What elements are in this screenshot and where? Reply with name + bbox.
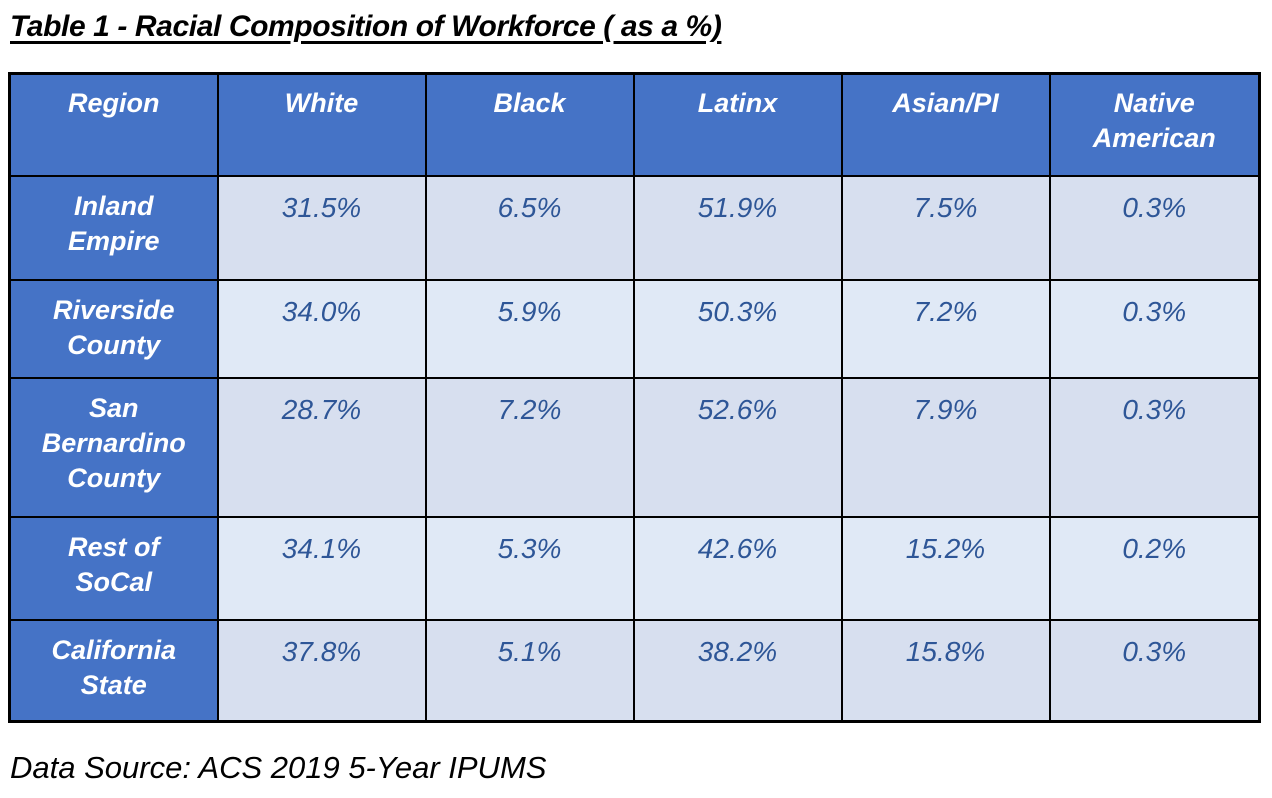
- cell-value: 0.3%: [1048, 618, 1261, 723]
- cell-value: 5.3%: [424, 515, 635, 621]
- cell-value: 34.0%: [216, 278, 427, 379]
- row-header-san-bernardino-county: San Bernardino County: [8, 376, 219, 518]
- cell-value: 7.5%: [840, 174, 1051, 281]
- row-header-inland-empire: Inland Empire: [8, 174, 219, 281]
- table-row-inland-empire: Inland Empire 31.5% 6.5% 51.9% 7.5% 0.3%: [8, 174, 1261, 281]
- cell-value: 0.3%: [1048, 278, 1261, 379]
- table-row-riverside-county: Riverside County 34.0% 5.9% 50.3% 7.2% 0…: [8, 278, 1261, 379]
- cell-value: 34.1%: [216, 515, 427, 621]
- data-source-note: Data Source: ACS 2019 5-Year IPUMS: [10, 750, 547, 785]
- cell-value: 5.1%: [424, 618, 635, 723]
- cell-value: 28.7%: [216, 376, 427, 518]
- racial-composition-table: Region White Black Latinx Asian/PI Nativ…: [8, 72, 1261, 723]
- table-row-san-bernardino-county: San Bernardino County 28.7% 7.2% 52.6% 7…: [8, 376, 1261, 518]
- cell-value: 31.5%: [216, 174, 427, 281]
- column-header-native-american: Native American: [1048, 72, 1261, 177]
- cell-value: 42.6%: [632, 515, 843, 621]
- cell-value: 52.6%: [632, 376, 843, 518]
- cell-value: 0.2%: [1048, 515, 1261, 621]
- table-row-california-state: California State 37.8% 5.1% 38.2% 15.8% …: [8, 618, 1261, 723]
- table-row-rest-of-socal: Rest of SoCal 34.1% 5.3% 42.6% 15.2% 0.2…: [8, 515, 1261, 621]
- cell-value: 7.9%: [840, 376, 1051, 518]
- cell-value: 7.2%: [840, 278, 1051, 379]
- row-header-rest-of-socal: Rest of SoCal: [8, 515, 219, 621]
- table-title: Table 1 - Racial Composition of Workforc…: [10, 10, 722, 43]
- cell-value: 5.9%: [424, 278, 635, 379]
- cell-value: 15.8%: [840, 618, 1051, 723]
- cell-value: 0.3%: [1048, 174, 1261, 281]
- cell-value: 6.5%: [424, 174, 635, 281]
- cell-value: 0.3%: [1048, 376, 1261, 518]
- column-header-black: Black: [424, 72, 635, 177]
- row-header-california-state: California State: [8, 618, 219, 723]
- row-header-riverside-county: Riverside County: [8, 278, 219, 379]
- column-header-region: Region: [8, 72, 219, 177]
- header-row: Region White Black Latinx Asian/PI Nativ…: [8, 72, 1261, 177]
- cell-value: 7.2%: [424, 376, 635, 518]
- cell-value: 50.3%: [632, 278, 843, 379]
- cell-value: 15.2%: [840, 515, 1051, 621]
- column-header-white: White: [216, 72, 427, 177]
- cell-value: 51.9%: [632, 174, 843, 281]
- column-header-latinx: Latinx: [632, 72, 843, 177]
- cell-value: 37.8%: [216, 618, 427, 723]
- column-header-asian-pi: Asian/PI: [840, 72, 1051, 177]
- cell-value: 38.2%: [632, 618, 843, 723]
